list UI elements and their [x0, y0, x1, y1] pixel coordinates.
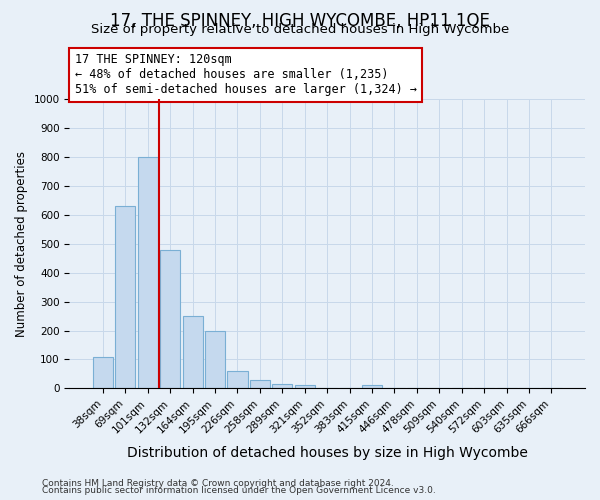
Bar — [295, 386, 315, 388]
Bar — [160, 250, 181, 388]
Bar — [205, 330, 225, 388]
Bar — [272, 384, 292, 388]
Bar — [115, 206, 136, 388]
Bar — [137, 157, 158, 388]
Bar — [227, 371, 248, 388]
Bar — [182, 316, 203, 388]
Y-axis label: Number of detached properties: Number of detached properties — [15, 151, 28, 337]
Bar — [250, 380, 270, 388]
Bar — [362, 386, 382, 388]
Text: Size of property relative to detached houses in High Wycombe: Size of property relative to detached ho… — [91, 22, 509, 36]
Text: Contains public sector information licensed under the Open Government Licence v3: Contains public sector information licen… — [42, 486, 436, 495]
Bar — [93, 356, 113, 388]
Text: 17, THE SPINNEY, HIGH WYCOMBE, HP11 1QE: 17, THE SPINNEY, HIGH WYCOMBE, HP11 1QE — [110, 12, 490, 30]
X-axis label: Distribution of detached houses by size in High Wycombe: Distribution of detached houses by size … — [127, 446, 527, 460]
Text: Contains HM Land Registry data © Crown copyright and database right 2024.: Contains HM Land Registry data © Crown c… — [42, 478, 394, 488]
Text: 17 THE SPINNEY: 120sqm
← 48% of detached houses are smaller (1,235)
51% of semi-: 17 THE SPINNEY: 120sqm ← 48% of detached… — [74, 54, 416, 96]
